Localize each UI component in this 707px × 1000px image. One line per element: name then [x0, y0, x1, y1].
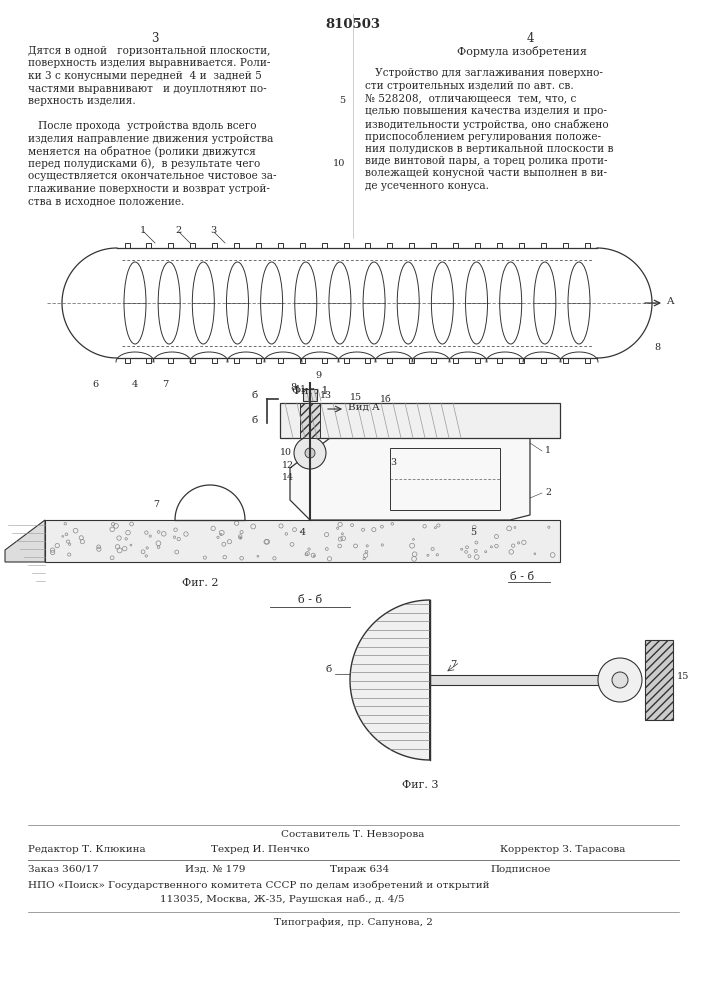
Text: 3: 3: [390, 458, 396, 467]
Polygon shape: [350, 600, 430, 760]
Text: приспособлением регулирования положе-: приспособлением регулирования положе-: [365, 131, 601, 142]
Text: 1б: 1б: [380, 395, 392, 404]
Text: осуществляется окончательное чистовое за-: осуществляется окончательное чистовое за…: [28, 171, 276, 181]
Text: 4: 4: [526, 32, 534, 45]
Text: Фиг. 3: Фиг. 3: [402, 780, 438, 790]
Bar: [280, 403, 560, 438]
Text: 7: 7: [153, 500, 159, 509]
Text: верхность изделия.: верхность изделия.: [28, 96, 136, 106]
Text: A: A: [666, 297, 674, 306]
Bar: [45, 520, 560, 562]
Text: Заказ 360/17: Заказ 360/17: [28, 865, 99, 874]
Bar: [430, 675, 600, 685]
Circle shape: [612, 672, 628, 688]
Circle shape: [598, 658, 642, 702]
Text: 14: 14: [282, 473, 294, 482]
Text: целью повышения качества изделия и про-: целью повышения качества изделия и про-: [365, 106, 607, 116]
Text: изделия направление движения устройства: изделия направление движения устройства: [28, 133, 274, 143]
Bar: [390, 448, 500, 510]
Text: ния полудисков в вертикальной плоскости в: ния полудисков в вертикальной плоскости …: [365, 143, 614, 153]
Text: 15: 15: [677, 672, 689, 681]
Text: 2: 2: [175, 226, 181, 235]
Bar: [303, 389, 317, 401]
Text: Фиг. 1: Фиг. 1: [292, 386, 328, 396]
Text: 3: 3: [210, 226, 216, 235]
Text: б: б: [325, 665, 332, 674]
Text: 3: 3: [151, 32, 159, 45]
Bar: [645, 640, 673, 720]
Text: изводительности устройства, оно снабжено: изводительности устройства, оно снабжено: [365, 118, 609, 129]
Text: поверхность изделия выравнивается. Роли-: поверхность изделия выравнивается. Роли-: [28, 58, 270, 68]
Text: б - б: б - б: [510, 572, 534, 582]
Text: 7: 7: [450, 660, 456, 669]
Text: 2: 2: [545, 488, 551, 497]
Text: Корректор З. Тарасова: Корректор З. Тарасова: [500, 845, 626, 854]
Text: ства в исходное положение.: ства в исходное положение.: [28, 196, 185, 206]
Text: Типография, пр. Сапунова, 2: Типография, пр. Сапунова, 2: [274, 918, 433, 927]
Text: 4: 4: [300, 528, 306, 537]
Text: меняется на обратное (ролики движутся: меняется на обратное (ролики движутся: [28, 146, 256, 157]
Text: сти строительных изделий по авт. св.: сти строительных изделий по авт. св.: [365, 81, 574, 91]
Text: 10: 10: [332, 158, 345, 167]
Text: 8: 8: [290, 383, 296, 392]
Circle shape: [294, 437, 326, 469]
Text: 5: 5: [470, 528, 476, 537]
Text: 10: 10: [280, 448, 292, 457]
Text: 6: 6: [92, 380, 98, 389]
Text: 11: 11: [295, 385, 307, 394]
Text: 7: 7: [162, 380, 168, 389]
Text: 113035, Москва, Ж-35, Раушская наб., д. 4/5: 113035, Москва, Ж-35, Раушская наб., д. …: [160, 895, 404, 904]
Text: № 528208,  отличающееся  тем, что, с: № 528208, отличающееся тем, что, с: [365, 94, 576, 104]
Text: 4: 4: [132, 380, 139, 389]
Text: НПО «Поиск» Государственного комитета СССР по делам изобретений и открытий: НПО «Поиск» Государственного комитета СС…: [28, 880, 489, 890]
Text: ки 3 с конусными передней  4 и  задней 5: ки 3 с конусными передней 4 и задней 5: [28, 71, 262, 81]
Circle shape: [305, 448, 315, 458]
Text: 15: 15: [350, 393, 362, 402]
Text: 8: 8: [654, 343, 660, 352]
Text: Техред И. Пенчко: Техред И. Пенчко: [211, 845, 310, 854]
Text: 1: 1: [140, 226, 146, 235]
Polygon shape: [290, 438, 530, 520]
Text: 1: 1: [545, 446, 551, 455]
Text: Вид A: Вид A: [348, 403, 380, 412]
Text: Составитель Т. Невзорова: Составитель Т. Невзорова: [281, 830, 425, 839]
Text: Устройство для заглаживания поверхно-: Устройство для заглаживания поверхно-: [365, 68, 603, 79]
Text: Фиг. 2: Фиг. 2: [182, 578, 218, 588]
Text: б - б: б - б: [298, 595, 322, 605]
Bar: [300, 403, 320, 438]
Text: Дятся в одной   горизонтальной плоскости,: Дятся в одной горизонтальной плоскости,: [28, 46, 270, 56]
Text: Редактор Т. Клюкина: Редактор Т. Клюкина: [28, 845, 146, 854]
Text: 810503: 810503: [325, 18, 380, 31]
Text: Подписное: Подписное: [490, 865, 550, 874]
Text: частями выравнивают   и доуплотняют по-: частями выравнивают и доуплотняют по-: [28, 84, 267, 94]
Text: виде винтовой пары, а торец ролика проти-: виде винтовой пары, а торец ролика проти…: [365, 156, 607, 166]
Text: Формула изобретения: Формула изобретения: [457, 46, 587, 57]
Text: б: б: [252, 391, 258, 400]
Text: 13: 13: [320, 391, 332, 400]
Text: б: б: [252, 416, 258, 425]
Text: 12: 12: [282, 461, 294, 470]
Text: 5: 5: [339, 96, 345, 105]
Polygon shape: [5, 520, 45, 562]
Text: глаживание поверхности и возврат устрой-: глаживание поверхности и возврат устрой-: [28, 184, 270, 194]
Text: волежащей конусной части выполнен в ви-: волежащей конусной части выполнен в ви-: [365, 168, 607, 178]
Text: перед полудисками 6),  в результате чего: перед полудисками 6), в результате чего: [28, 158, 260, 169]
Text: де усеченного конуса.: де усеченного конуса.: [365, 181, 489, 191]
Text: После прохода  устройства вдоль всего: После прохода устройства вдоль всего: [28, 121, 257, 131]
Text: Тираж 634: Тираж 634: [330, 865, 390, 874]
Text: 9: 9: [315, 371, 321, 380]
Text: Изд. № 179: Изд. № 179: [185, 865, 245, 874]
